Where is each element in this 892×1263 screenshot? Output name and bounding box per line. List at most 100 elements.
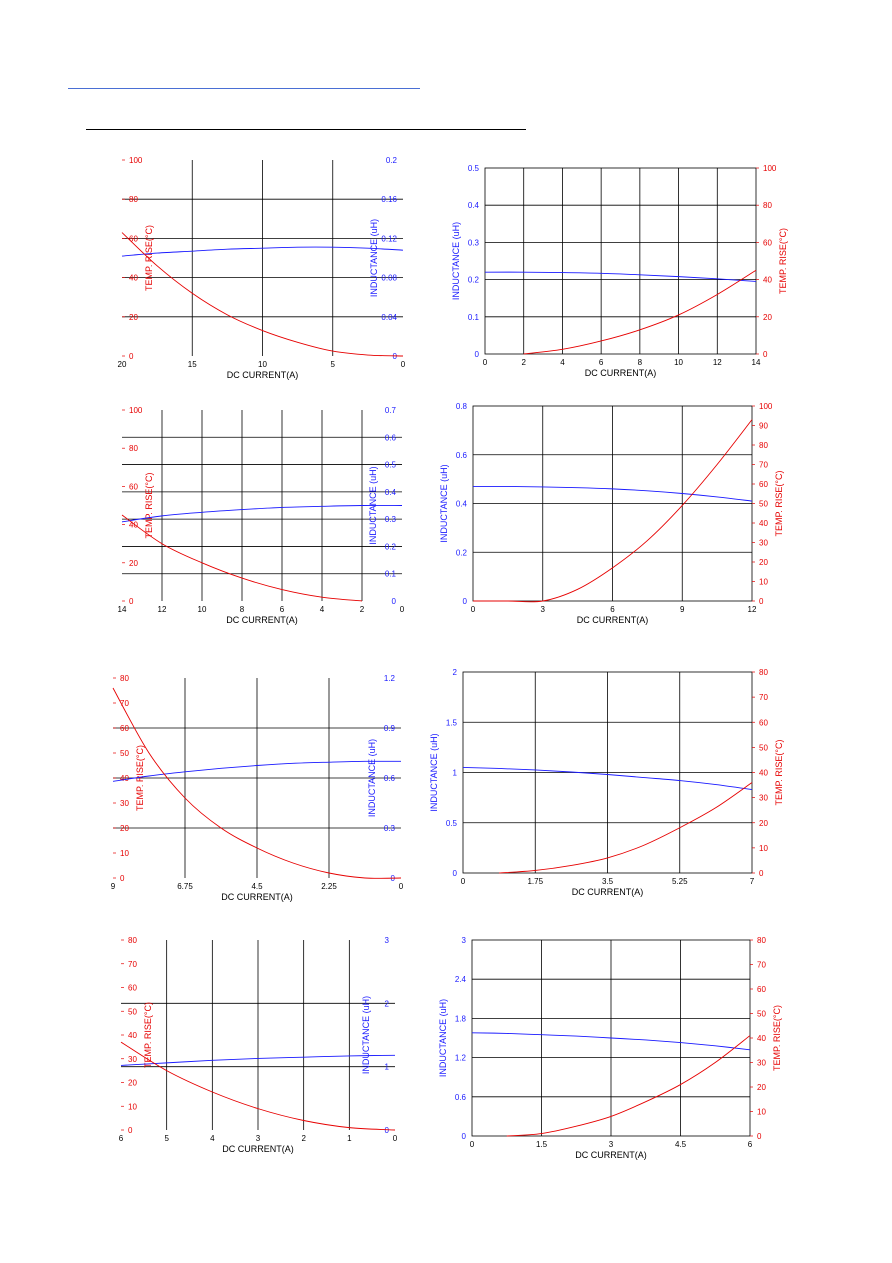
y1-tick-label: 0.8 — [456, 402, 468, 411]
y2-tick-label: 40 — [129, 521, 138, 530]
x-tick-label: 5 — [164, 1134, 169, 1143]
y2-tick-label: 10 — [757, 1108, 766, 1117]
y1-tick-label: 0.4 — [385, 488, 397, 497]
x-tick-label: 6 — [280, 605, 285, 614]
chart-6: 0 1.75 3.5 5.25 7 0 0.5 1 1.5 2 0 10 20 30 40 50 60 70 80 D… — [429, 662, 802, 903]
y2-tick-label: 80 — [129, 195, 138, 204]
plot-frame — [484, 167, 757, 355]
y2-tick-label: 80 — [759, 668, 768, 677]
x-tick-label: 20 — [118, 360, 127, 369]
x-tick-label: 0 — [401, 360, 406, 369]
x-tick-label: 10 — [198, 605, 207, 614]
y1-tick-label: 0.5 — [385, 461, 397, 470]
x-tick-label: 7 — [750, 877, 755, 886]
y2-tick-label: 20 — [129, 313, 138, 322]
y2-tick-label: 0 — [759, 597, 764, 606]
y2-tick-label: 80 — [129, 444, 138, 453]
y2-tick-label: 0 — [128, 1126, 133, 1135]
y2-tick-label: 50 — [759, 743, 768, 752]
x-tick-label: 4.5 — [675, 1140, 687, 1149]
y1-axis-label: INDUCTANCE (uH) — [369, 219, 379, 297]
y2-tick-label: 20 — [759, 558, 768, 567]
y1-tick-label: 0.3 — [384, 824, 396, 833]
y1-tick-label: 0.2 — [385, 542, 397, 551]
y1-tick-label: 0.1 — [468, 313, 480, 322]
x-tick-label: 9 — [680, 605, 685, 614]
y2-tick-label: 60 — [129, 482, 138, 491]
y2-tick-label: 20 — [759, 819, 768, 828]
temp-rise-curve — [473, 419, 753, 603]
chart-5: 0 2.25 4.5 6.75 9 0 0.3 0.6 0.9 1.2 0 10 20 30 40 50 60 7… — [78, 668, 404, 908]
y2-tick-label: 40 — [129, 274, 138, 283]
chart-8: 0 1.5 3 4.5 6 0 0.6 1.2 1.8 2.4 3 0 10 20 30 40 50 60 70 80… — [438, 930, 800, 1166]
x-tick-label: 0 — [483, 358, 488, 367]
x-tick-label: 1 — [347, 1134, 352, 1143]
x-tick-label: 2 — [301, 1134, 306, 1143]
y2-axis-label: TEMP. RISE(°C) — [774, 471, 784, 537]
temp-rise-curve — [121, 514, 363, 602]
chart-svg: 0510152000.040.080.120.160.2020406080100… — [118, 156, 406, 380]
y2-tick-label: 20 — [763, 313, 772, 322]
x-axis-label: DC CURRENT(A) — [585, 368, 657, 378]
temp-rise-curve — [523, 269, 757, 355]
y2-tick-label: 30 — [759, 539, 768, 548]
y1-tick-label: 0 — [463, 597, 468, 606]
chart-svg: 0 3 6 9 1200.20.40.60.8010203040506070809010… — [439, 402, 784, 625]
chart-svg: 02.254.56.75900.30.60.91.201020304050607… — [111, 674, 404, 902]
y2-tick-label: 70 — [120, 699, 129, 708]
y1-tick-label: 0.9 — [384, 724, 396, 733]
chart-2: 0 2 4 6 8 10 12 14 0 0.1 0.2 0.3 0.4 0.5 0 20 40 60 80 100 D… — [450, 158, 806, 384]
y1-tick-label: 0.04 — [381, 313, 397, 322]
x-tick-label: 2 — [360, 605, 365, 614]
y2-tick-label: 50 — [120, 749, 129, 758]
header-link-rule — [68, 88, 420, 89]
y1-tick-label: 0.6 — [384, 774, 396, 783]
inductance-curve — [471, 1032, 751, 1051]
y2-tick-label: 40 — [759, 519, 768, 528]
y2-tick-label: 50 — [128, 1007, 137, 1016]
chart-7: 0 1 2 3 4 5 6 0 1 2 3 0 10 20 30 40 50 60 70 80 DC CURRENT(A… — [82, 930, 398, 1160]
y1-tick-label: 0 — [453, 869, 458, 878]
x-tick-label: 4 — [560, 358, 565, 367]
y2-tick-label: 80 — [757, 936, 766, 945]
chart-1: 0 5 10 15 20 0 0.04 0.08 0.12 0.16 0.2 0 20 40 60 80 100… — [82, 150, 406, 386]
y1-tick-label: 0.08 — [381, 274, 397, 283]
y2-tick-label: 60 — [759, 480, 768, 489]
y2-tick-label: 40 — [120, 774, 129, 783]
x-axis-label: DC CURRENT(A) — [575, 1150, 647, 1160]
y1-tick-label: 0 — [385, 1126, 390, 1135]
y1-tick-label: 0.6 — [455, 1093, 467, 1102]
y1-tick-label: 0.2 — [386, 156, 398, 165]
y2-tick-label: 20 — [128, 1079, 137, 1088]
inductance-curve — [484, 271, 757, 282]
x-tick-label: 15 — [188, 360, 197, 369]
section-title-rule — [86, 129, 526, 130]
x-tick-label: 14 — [752, 358, 761, 367]
y1-tick-label: 0.2 — [468, 276, 480, 285]
y1-tick-label: 0.3 — [468, 238, 480, 247]
y1-tick-label: 0.1 — [385, 570, 397, 579]
y2-tick-label: 0 — [757, 1132, 762, 1141]
x-tick-label: 8 — [638, 358, 643, 367]
y2-tick-label: 30 — [759, 794, 768, 803]
y2-tick-label: 100 — [763, 164, 777, 173]
x-tick-label: 12 — [748, 605, 757, 614]
y2-tick-label: 30 — [128, 1055, 137, 1064]
y2-tick-label: 30 — [120, 799, 129, 808]
y1-tick-label: 3 — [385, 936, 390, 945]
y1-axis-label: INDUCTANCE (uH) — [451, 222, 461, 300]
inductance-curve — [112, 760, 402, 782]
x-tick-label: 6 — [119, 1134, 124, 1143]
x-tick-label: 6.75 — [177, 882, 193, 891]
inductance-curve — [121, 246, 404, 257]
y1-tick-label: 3 — [462, 936, 467, 945]
x-tick-label: 0 — [400, 605, 405, 614]
y2-axis-label: TEMP. RISE(°C) — [135, 745, 145, 811]
y2-tick-label: 20 — [129, 559, 138, 568]
y2-tick-label: 50 — [759, 500, 768, 509]
y2-tick-label: 70 — [759, 461, 768, 470]
chart-4: 0 3 6 9 12 0 0.2 0.4 0.6 0.8 0 10 20 30 40 50 60 70 80 90 10… — [439, 396, 802, 631]
y1-tick-label: 2 — [453, 668, 458, 677]
y2-tick-label: 10 — [759, 578, 768, 587]
y2-tick-label: 40 — [759, 769, 768, 778]
